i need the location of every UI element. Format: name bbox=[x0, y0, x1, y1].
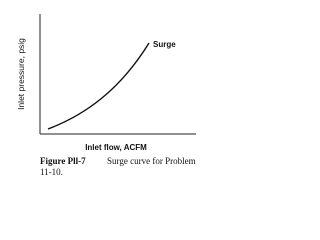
caption-continuation: 11-10. bbox=[40, 167, 63, 177]
curve-label: Surge bbox=[153, 40, 176, 49]
caption-text: Surge curve for Problem bbox=[107, 156, 196, 166]
page: Surge Inlet pressure, psig Inlet flow, A… bbox=[16, 14, 196, 177]
surge-curve bbox=[47, 42, 150, 130]
y-axis-label: Inlet pressure, psig bbox=[16, 38, 26, 110]
caption-number: Figure Pll-7 bbox=[40, 156, 86, 166]
figure: Surge Inlet pressure, psig Inlet flow, A… bbox=[16, 14, 196, 177]
x-axis-label: Inlet flow, ACFM bbox=[85, 143, 147, 152]
